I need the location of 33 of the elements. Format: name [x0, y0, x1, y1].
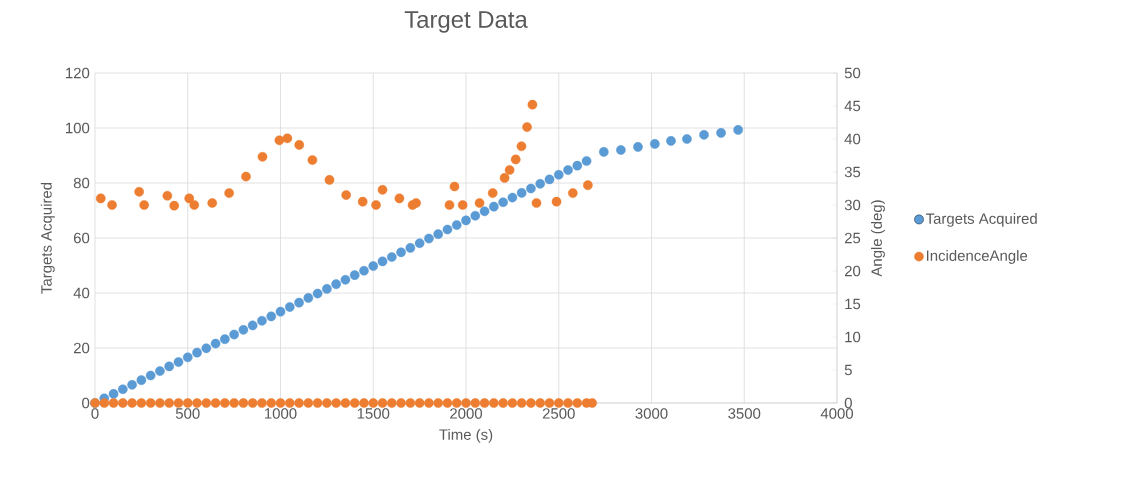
y2-tick-label: 50 — [844, 67, 861, 79]
legend-label: IncidenceAngle — [926, 249, 1028, 264]
y-tick-label: 60 — [73, 232, 90, 244]
y2-axis-title: Angle (deg) — [870, 200, 885, 277]
y2-tick-label: 25 — [844, 232, 861, 244]
y-tick-label: 100 — [66, 122, 90, 134]
y2-tick-label: 30 — [844, 199, 861, 211]
legend-label: Targets Acquired — [925, 212, 1037, 227]
y2-tick-label: 10 — [845, 331, 861, 343]
x-tick-label: 2500 — [542, 408, 575, 419]
x-axis-title: Time (s) — [439, 428, 493, 443]
y-tick-label: 40 — [73, 287, 90, 299]
chart-title: Target Data — [404, 11, 528, 33]
x-tick-label: 1000 — [265, 408, 297, 419]
x-tick-label: 0 — [91, 408, 99, 419]
y2-tick-label: 0 — [844, 397, 852, 409]
y2-tick-label: 40 — [844, 133, 861, 145]
x-tick-label: 1500 — [357, 408, 390, 419]
x-tick-label: 3000 — [635, 408, 668, 419]
x-tick-label: 2000 — [450, 408, 483, 419]
y-tick-label: 0 — [82, 397, 90, 409]
y2-tick-label: 20 — [844, 265, 861, 277]
y2-tick-label: 15 — [845, 298, 861, 310]
y-axis-title: Targets Acquired — [40, 182, 55, 294]
y2-tick-label: 5 — [844, 364, 852, 376]
y2-tick-label: 45 — [844, 100, 861, 112]
x-tick-label: 500 — [175, 408, 200, 419]
y-tick-label: 20 — [73, 342, 90, 354]
y-tick-label: 120 — [66, 67, 90, 79]
y2-tick-label: 35 — [844, 166, 861, 178]
y-tick-label: 80 — [73, 177, 90, 189]
x-tick-label: 3500 — [728, 408, 761, 419]
x-tick-label: 4000 — [820, 408, 854, 419]
